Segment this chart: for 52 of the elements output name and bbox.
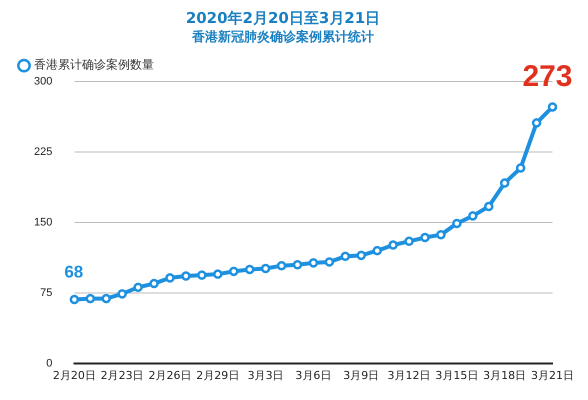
point — [548, 102, 558, 112]
point — [452, 218, 462, 228]
point — [356, 250, 366, 260]
y-tick-label: 0 — [46, 357, 52, 370]
point — [149, 278, 159, 288]
x-tick-label: 2月23日 — [100, 368, 144, 382]
x-tick-label: 2月29日 — [196, 368, 240, 382]
x-tick-label: 3月15日 — [435, 368, 478, 382]
point — [181, 271, 191, 281]
y-tick-label: 225 — [34, 146, 52, 158]
x-tick-label: 2月20日 — [52, 368, 96, 382]
point — [372, 246, 382, 256]
point — [404, 236, 414, 246]
point — [165, 273, 175, 283]
chart-title: 2020年2月20日至3月21日 — [186, 8, 380, 27]
data-label: 68 — [64, 262, 84, 282]
point — [86, 294, 96, 304]
point — [244, 264, 254, 274]
point — [213, 269, 223, 279]
x-tick-label: 3月18日 — [483, 368, 526, 382]
y-tick-label: 150 — [34, 216, 52, 229]
point — [70, 294, 80, 304]
point — [133, 282, 143, 292]
y-tick-label: 300 — [34, 76, 52, 88]
x-tick-label: 3月9日 — [343, 368, 380, 382]
x-tick-label: 3月6日 — [295, 368, 332, 382]
point — [532, 118, 542, 128]
point — [436, 230, 446, 240]
x-tick-label: 3月12日 — [388, 368, 431, 382]
point — [101, 294, 111, 304]
y-tick-label: 75 — [40, 286, 52, 299]
point — [260, 264, 270, 274]
x-tick-label: 2月26日 — [148, 368, 192, 382]
point — [420, 232, 430, 242]
data-label: 273 — [522, 60, 572, 94]
point — [197, 270, 207, 280]
point — [292, 260, 302, 270]
x-tick-label: 3月21日 — [531, 368, 574, 382]
point — [276, 260, 286, 270]
point — [324, 257, 334, 267]
point — [228, 266, 238, 276]
point — [308, 258, 318, 268]
point — [117, 289, 127, 299]
point — [340, 252, 350, 262]
chart-subtitle: 香港新冠肺炎确诊案例累计统计 — [191, 29, 374, 46]
point — [516, 163, 526, 173]
point — [388, 240, 398, 250]
point — [484, 202, 494, 212]
legend-label: 香港累计确诊案例数量 — [34, 58, 154, 72]
point — [500, 178, 510, 188]
x-tick-label: 3月3日 — [248, 368, 284, 382]
point — [468, 211, 478, 221]
